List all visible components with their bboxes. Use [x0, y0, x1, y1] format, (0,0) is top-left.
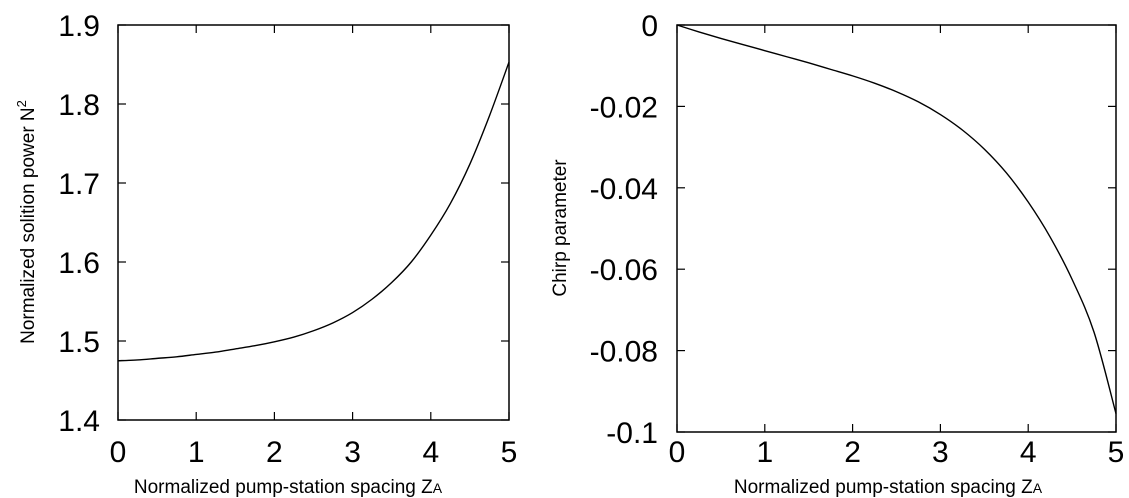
plot-frame [117, 24, 510, 421]
y-tick-label: 1.5 [58, 326, 100, 359]
y-tick-label: 1.8 [58, 89, 100, 122]
x-axis-label: Normalized pump-station spacing ZA [134, 477, 443, 498]
y-tick-label: 0 [641, 10, 658, 43]
y-axis-label: Normalized solition power N2 [14, 100, 39, 344]
y-tick-label: -0.04 [590, 173, 658, 206]
y-tick-label: -0.02 [590, 91, 658, 124]
y-tick-label: 1.4 [58, 405, 100, 438]
y-axis-label: Chirp parameter [550, 159, 571, 297]
power-curve [117, 61, 510, 362]
x-tick-label: 2 [844, 436, 861, 469]
y-tick-label: 1.6 [58, 247, 100, 280]
x-tick-label: 2 [266, 436, 283, 469]
x-tick-label: 4 [1020, 436, 1037, 469]
x-tick-label: 5 [1108, 436, 1125, 469]
y-tick-label: -0.06 [590, 254, 658, 287]
y-tick-label: 1.7 [58, 168, 100, 201]
x-tick-label: 1 [756, 436, 773, 469]
chirp-curve [676, 24, 1117, 414]
x-tick-label: 0 [110, 436, 127, 469]
x-axis-label: Normalized pump-station spacing ZA [734, 477, 1043, 498]
y-tick-label: -0.08 [590, 336, 658, 369]
chirp-chart: 0 1 2 3 4 5 0 -0.02 -0.04 -0.06 -0.08 -0.1 Normali… [550, 10, 1124, 498]
x-tick-label: 5 [501, 436, 518, 469]
x-tick-label: 4 [422, 436, 439, 469]
x-tick-label: 3 [344, 436, 361, 469]
y-tick-label: 1.9 [58, 10, 100, 43]
x-tick-label: 1 [188, 436, 205, 469]
y-tick-label: -0.1 [606, 417, 658, 450]
power-chart: 0 1 2 3 4 5 1.9 1.8 1.7 1.6 1.5 1.4 Normalized pum… [14, 10, 517, 498]
x-tick-label: 0 [669, 436, 686, 469]
plot-frame [676, 24, 1117, 433]
x-tick-label: 3 [932, 436, 949, 469]
